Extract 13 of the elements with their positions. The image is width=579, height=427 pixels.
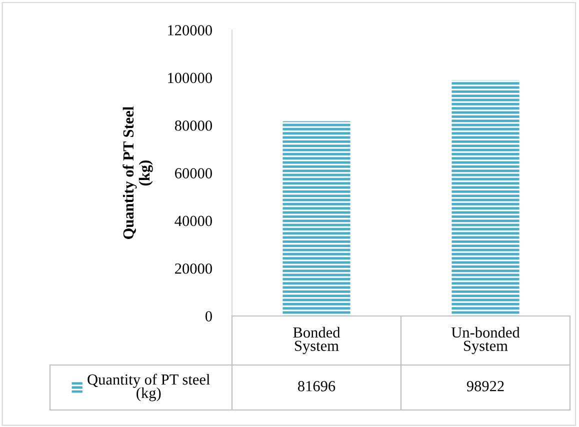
data-label: 98922 <box>466 381 504 392</box>
y-tick-label: 80000 <box>174 120 212 131</box>
y-tick-label: 0 <box>206 311 212 322</box>
legend-label: Quantity of PT steel (kg) <box>88 374 210 402</box>
y-tick-label: 120000 <box>168 25 212 36</box>
y-tick-label: 100000 <box>168 72 212 84</box>
data-label: 81696 <box>298 381 336 392</box>
y-axis-title: Quantity of PT Steel (kg) <box>122 106 153 239</box>
x-tick-label: Bonded System <box>293 326 340 354</box>
y-tick-label: 20000 <box>175 263 212 274</box>
x-tick-label: Un-bonded System <box>451 326 520 354</box>
y-tick-label: 60000 <box>175 168 212 178</box>
y-tick-label: 40000 <box>174 216 212 226</box>
